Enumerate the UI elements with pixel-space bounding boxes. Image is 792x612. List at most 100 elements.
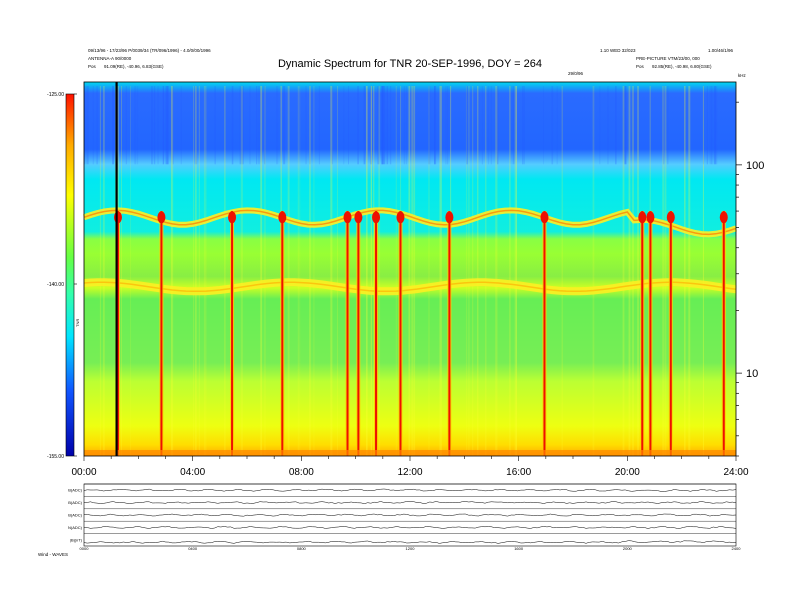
texture-streak [403, 86, 406, 165]
series-label-3: N(ADC) [68, 525, 83, 530]
header-info-right2: PRE-PICTURE VTM/23/00, 000 [636, 56, 700, 61]
series-line-4 [83, 540, 736, 544]
texture-streak [592, 86, 595, 456]
texture-streak [515, 86, 518, 456]
burst-core-3 [281, 211, 284, 456]
texture-streak [86, 86, 89, 165]
texture-streak [662, 86, 665, 456]
burst-hotspot-12 [666, 211, 675, 224]
series-line-0 [83, 488, 737, 492]
burst-core-0 [116, 211, 119, 456]
burst-hotspot-1 [157, 211, 166, 224]
texture-streak [318, 86, 320, 165]
texture-streak [205, 86, 207, 456]
texture-streak [439, 86, 442, 456]
texture-streak [103, 86, 105, 456]
spectrogram-background [84, 82, 736, 456]
texture-streak [702, 86, 705, 456]
burst-hotspot-2 [228, 211, 237, 224]
texture-streak [481, 86, 484, 165]
texture-streak [214, 86, 216, 165]
texture-streak [372, 86, 375, 456]
y-axis: 100 10 [736, 101, 764, 457]
texture-streak [180, 86, 182, 165]
texture-streak [666, 86, 669, 165]
burst-hotspot-8 [445, 211, 454, 224]
burst-hotspot-3 [278, 211, 287, 224]
texture-streak [615, 86, 617, 165]
spectrogram-bursts [84, 211, 736, 456]
burst-hotspot-4 [343, 211, 352, 224]
x-tick-label: 00:00 [71, 467, 96, 478]
texture-streak [194, 86, 197, 456]
ts-x-tick-label: 2400 [732, 546, 742, 551]
ts-x-tick-label: 0400 [188, 546, 198, 551]
texture-streak [172, 86, 174, 165]
texture-streak [283, 86, 286, 165]
texture-streak [434, 86, 437, 165]
burst-core-6 [375, 211, 378, 456]
ts-x-tick-label: 2000 [623, 546, 633, 551]
texture-streak [624, 86, 627, 165]
lower-emission-band-core [83, 281, 737, 293]
texture-streak [357, 86, 359, 165]
texture-streak [343, 86, 345, 165]
texture-streak [195, 86, 198, 165]
ts-x-tick-label: 1200 [406, 546, 416, 551]
texture-streak [684, 86, 686, 456]
texture-streak [490, 86, 492, 165]
texture-streak [363, 86, 366, 165]
texture-streak [125, 86, 127, 165]
texture-streak [522, 86, 523, 165]
texture-streak [497, 86, 499, 165]
texture-streak [151, 86, 153, 165]
texture-streak [381, 86, 383, 165]
texture-streak [299, 86, 301, 456]
texture-streak [166, 86, 169, 165]
texture-streak [370, 86, 373, 165]
texture-streak [309, 86, 311, 456]
texture-streak [445, 86, 447, 165]
texture-streak [513, 86, 515, 165]
texture-streak [706, 86, 708, 165]
texture-streak [378, 86, 381, 456]
texture-streak [446, 86, 449, 165]
texture-streak [134, 86, 137, 165]
low-frequency-fringe [84, 450, 736, 456]
texture-streak [711, 86, 713, 165]
texture-streak [256, 86, 258, 165]
y-tick-label: 10 [746, 368, 758, 380]
texture-streak [485, 86, 487, 456]
burst-hotspot-7 [396, 211, 405, 224]
texture-streak [622, 86, 625, 456]
texture-streak [372, 86, 375, 456]
texture-streak [242, 86, 244, 165]
texture-streak [112, 86, 115, 165]
texture-streak [162, 86, 165, 165]
series-line-2 [83, 513, 737, 517]
x-tick-label: 24:00 [723, 467, 748, 478]
texture-streak [381, 86, 384, 165]
texture-streak [305, 86, 307, 165]
spectrogram-bands [83, 207, 737, 296]
texture-streak [129, 86, 131, 456]
texture-streak [477, 86, 479, 456]
texture-streak [434, 86, 436, 165]
texture-streak [663, 86, 665, 165]
colorbar-tick-top: -125.00 [47, 92, 64, 98]
texture-streak [287, 86, 290, 456]
series-label-2: B(ADC) [68, 513, 82, 518]
burst-core-1 [160, 211, 163, 456]
texture-streak [440, 86, 442, 456]
series-label-0: B(ADC) [68, 488, 82, 493]
series-line-3 [83, 526, 737, 529]
upper-emission-band-core [83, 209, 737, 236]
burst-hotspot-10 [638, 211, 647, 224]
texture-streak [171, 86, 172, 456]
colorbar-tick-bottom: -155.00 [47, 454, 64, 460]
texture-streak [257, 86, 261, 165]
burst-hotspot-5 [354, 211, 363, 224]
burst-core-8 [448, 211, 451, 456]
texture-streak [411, 86, 413, 456]
texture-streak [239, 86, 242, 165]
